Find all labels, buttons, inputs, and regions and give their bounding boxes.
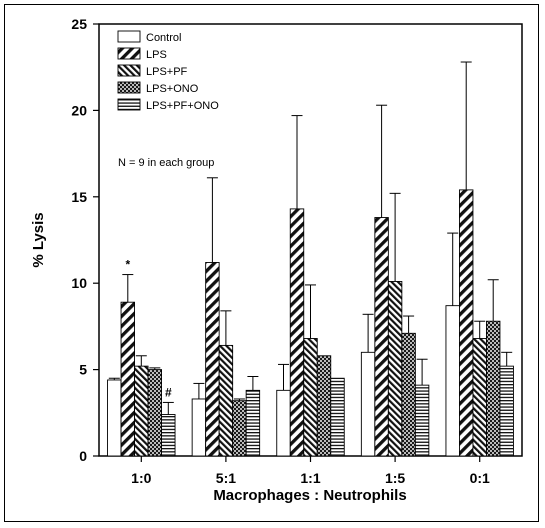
bar — [401, 332, 416, 457]
y-axis-title: % Lysis — [30, 212, 47, 267]
bar — [232, 400, 247, 457]
annotations: *# — [125, 258, 171, 400]
figure-frame — [4, 4, 539, 522]
bar — [147, 369, 163, 457]
legend-label: LPS+PF+ONO — [146, 100, 219, 112]
bar — [459, 189, 474, 457]
significance-marker: # — [165, 385, 172, 399]
bar — [289, 208, 305, 457]
y-tick-label: 5 — [79, 362, 87, 378]
bar — [191, 398, 207, 457]
bar — [120, 301, 136, 457]
legend-swatch — [117, 30, 141, 43]
x-tick-label: 1:0 — [131, 470, 151, 486]
legend-label: LPS+PF — [146, 66, 188, 78]
bar — [414, 384, 430, 457]
bar — [161, 414, 176, 457]
bar — [134, 365, 149, 457]
bar — [360, 351, 376, 457]
bar — [245, 389, 261, 457]
bar — [303, 338, 318, 457]
y-tick-label: 0 — [79, 448, 87, 464]
significance-marker: * — [125, 258, 130, 272]
bar — [374, 217, 389, 457]
x-axis: 1:0 5:1 1:1 1:5 0:1 — [131, 456, 490, 486]
x-tick-label: 1:1 — [300, 470, 320, 486]
bar — [276, 389, 291, 457]
legend-label: Control — [146, 32, 181, 44]
y-tick-label: 10 — [71, 275, 87, 291]
x-axis-title: Macrophages : Neutrophils — [213, 487, 406, 504]
y-tick-label: 15 — [71, 189, 87, 205]
bar — [499, 365, 514, 457]
x-tick-label: 1:5 — [385, 470, 405, 486]
bar — [445, 305, 460, 457]
bar — [205, 262, 220, 457]
legend-swatch — [117, 81, 141, 94]
bar — [387, 281, 403, 457]
legend-swatch — [117, 64, 141, 77]
bar — [316, 355, 332, 457]
y-axis: 0 5 10 15 20 25 — [71, 16, 99, 464]
x-tick-label: 5:1 — [216, 470, 236, 486]
y-tick-label: 25 — [71, 16, 87, 32]
y-tick-label: 20 — [71, 102, 87, 118]
bar — [330, 377, 345, 457]
bar — [107, 379, 122, 457]
legend-label: LPS — [146, 49, 167, 61]
bar — [218, 344, 234, 457]
legend-swatch — [117, 47, 141, 60]
bar — [486, 320, 501, 457]
legend-swatch — [117, 98, 141, 111]
x-tick-label: 0:1 — [470, 470, 490, 486]
legend-label: LPS+ONO — [146, 83, 199, 95]
legend: Control LPS LPS+PF LPS+ONO LPS+PF+ONO — [117, 30, 219, 112]
bars — [107, 61, 514, 457]
sample-size-note: N = 9 in each group — [118, 157, 214, 169]
bar — [472, 338, 487, 457]
